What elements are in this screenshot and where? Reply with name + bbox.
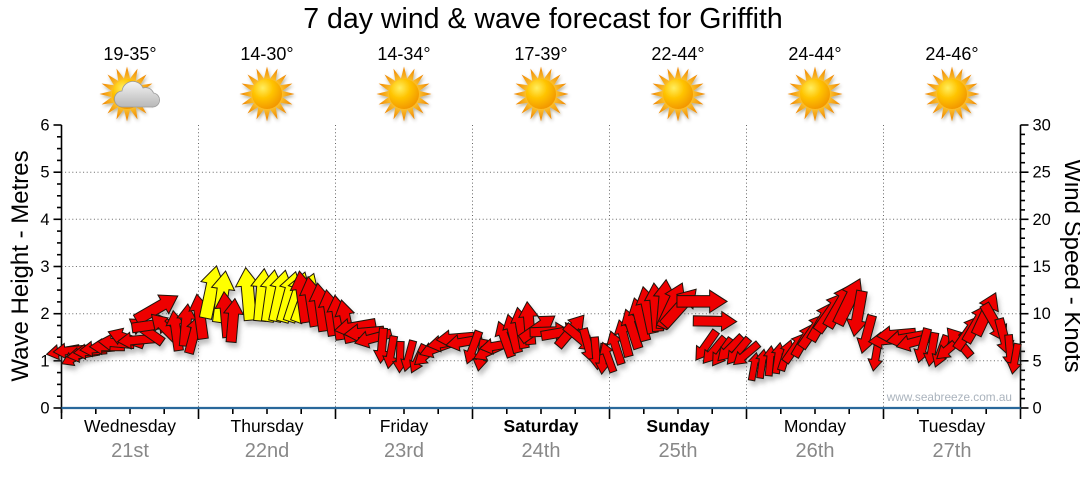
svg-text:21st: 21st — [111, 440, 149, 462]
svg-text:www.seabreeze.com.au: www.seabreeze.com.au — [886, 390, 1012, 404]
svg-text:Thursday: Thursday — [231, 416, 304, 436]
svg-text:30: 30 — [1033, 117, 1051, 135]
svg-text:7 day wind & wave forecast for: 7 day wind & wave forecast for Griffith — [303, 3, 782, 35]
svg-text:23rd: 23rd — [384, 440, 424, 462]
svg-text:24-46°: 24-46° — [925, 44, 978, 64]
svg-text:24th: 24th — [522, 440, 561, 462]
svg-text:14-34°: 14-34° — [377, 44, 430, 64]
svg-text:17-39°: 17-39° — [514, 44, 567, 64]
svg-text:3: 3 — [40, 258, 49, 276]
svg-text:22nd: 22nd — [245, 440, 290, 462]
svg-text:26th: 26th — [796, 440, 835, 462]
svg-text:22-44°: 22-44° — [651, 44, 704, 64]
svg-text:Wednesday: Wednesday — [84, 416, 176, 436]
svg-text:2: 2 — [40, 305, 49, 323]
svg-text:25th: 25th — [659, 440, 698, 462]
svg-text:25: 25 — [1033, 164, 1051, 182]
svg-text:1: 1 — [40, 352, 49, 370]
svg-text:Sunday: Sunday — [646, 416, 709, 436]
svg-text:Friday: Friday — [380, 416, 429, 436]
svg-text:5: 5 — [1033, 352, 1042, 370]
svg-text:Wind Speed - Knots: Wind Speed - Knots — [1059, 159, 1080, 372]
svg-text:19-35°: 19-35° — [103, 44, 156, 64]
svg-text:Tuesday: Tuesday — [919, 416, 986, 436]
svg-text:0: 0 — [1033, 400, 1042, 418]
svg-text:4: 4 — [40, 211, 49, 229]
svg-text:14-30°: 14-30° — [240, 44, 293, 64]
svg-text:24-44°: 24-44° — [788, 44, 841, 64]
svg-text:0: 0 — [40, 400, 49, 418]
svg-text:27th: 27th — [933, 440, 972, 462]
svg-text:20: 20 — [1033, 211, 1051, 229]
svg-text:6: 6 — [40, 117, 49, 135]
svg-text:10: 10 — [1033, 305, 1051, 323]
svg-text:Saturday: Saturday — [504, 416, 579, 436]
svg-text:Wave Height - Metres: Wave Height - Metres — [7, 150, 34, 381]
svg-text:15: 15 — [1033, 258, 1051, 276]
svg-text:Monday: Monday — [784, 416, 847, 436]
svg-text:5: 5 — [40, 164, 49, 182]
